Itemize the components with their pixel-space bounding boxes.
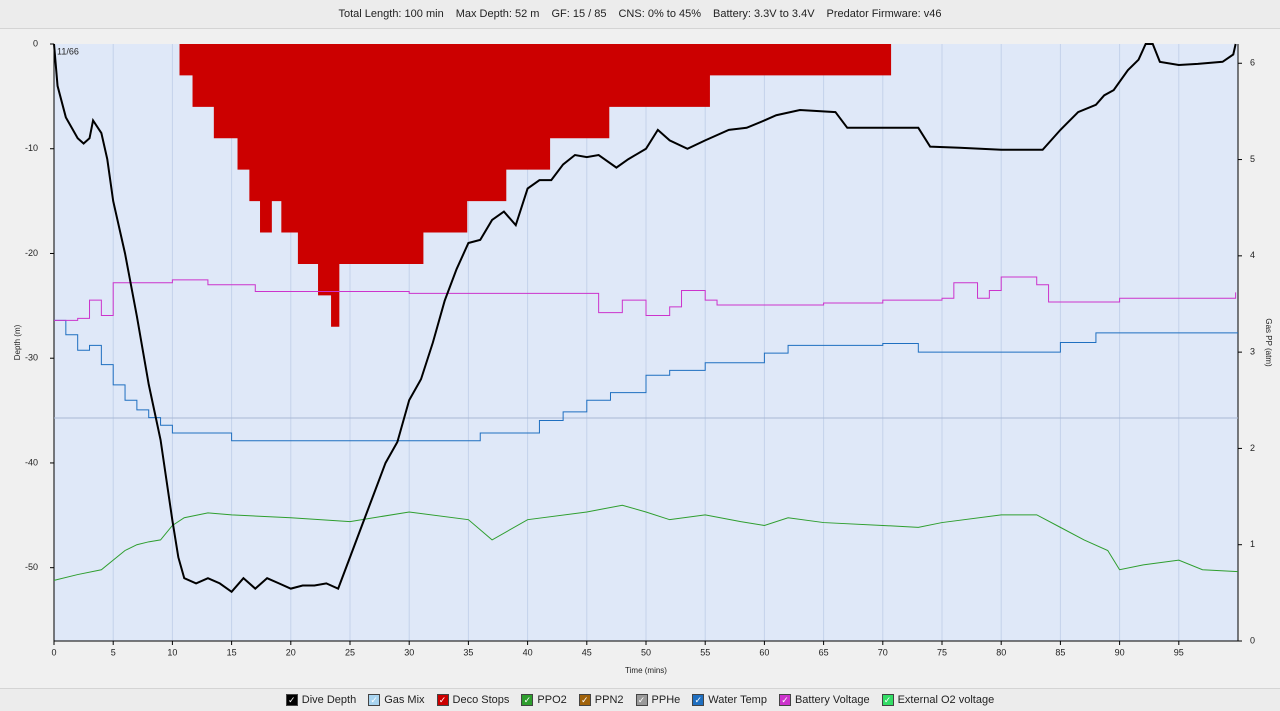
y2-tick-label: 2 <box>1250 443 1255 453</box>
header-stat: CNS: 0% to 45% <box>618 8 702 20</box>
x-tick-label: 60 <box>759 647 769 657</box>
legend-label: External O2 voltage <box>897 694 995 706</box>
x-tick-label: 10 <box>167 647 177 657</box>
x-tick-label: 75 <box>937 647 947 657</box>
series-line <box>53 43 1237 594</box>
x-tick-label: 65 <box>819 647 829 657</box>
legend-item[interactable]: ✓ PPO2 <box>521 694 567 706</box>
legend-label: Gas Mix <box>384 694 425 706</box>
legend-checkbox[interactable]: ✓ <box>692 694 705 706</box>
legend-checkbox[interactable]: ✓ <box>285 694 298 706</box>
x-tick-label: 40 <box>523 647 533 657</box>
legend-label: Water Temp <box>708 694 767 706</box>
y-tick-label: -20 <box>25 248 38 258</box>
legend-checkbox[interactable]: ✓ <box>635 694 648 706</box>
x-tick-label: 85 <box>1055 647 1065 657</box>
header: Total Length: 100 min Max Depth: 52 m GF: … <box>0 0 1280 29</box>
legend-item[interactable]: ✓ External O2 voltage <box>881 694 995 706</box>
legend-checkbox[interactable]: ✓ <box>778 694 791 706</box>
legend-item[interactable]: ✓ Dive Depth <box>285 694 357 706</box>
legend-item[interactable]: ✓ Gas Mix <box>368 694 425 706</box>
y-axis-title: Depth (m) <box>13 324 22 360</box>
y2-tick-label: 0 <box>1250 635 1255 645</box>
y2-tick-label: 1 <box>1250 539 1255 549</box>
y-tick-label: -50 <box>25 562 38 572</box>
x-tick-label: 45 <box>582 647 592 657</box>
legend-item[interactable]: ✓ PPHe <box>635 694 681 706</box>
series-line <box>53 504 1239 581</box>
legend-checkbox[interactable]: ✓ <box>368 694 381 706</box>
header-stat: Total Length: 100 min <box>338 8 444 20</box>
x-tick-label: 70 <box>878 647 888 657</box>
x-tick-label: 55 <box>700 647 710 657</box>
legend-item[interactable]: ✓ Battery Voltage <box>778 694 870 706</box>
header-stat: GF: 15 / 85 <box>551 8 607 20</box>
legend-item[interactable]: ✓ Deco Stops <box>436 694 510 706</box>
y2-axis-title: Gas PP (atm) <box>1264 318 1273 367</box>
x-tick-label: 5 <box>111 647 116 657</box>
chart: 0 5 10 15 20 25 30 35 40 45 50 55 60 65 70 75 80 85 90 950-… <box>13 38 1273 675</box>
legend-label: Deco Stops <box>452 694 510 706</box>
legend-checkbox[interactable]: ✓ <box>436 694 449 706</box>
header-stat: Battery: 3.3V to 3.4V <box>713 8 815 20</box>
y2-tick-label: 5 <box>1250 154 1255 164</box>
x-tick-label: 15 <box>227 647 237 657</box>
x-axis-title: Time (mins) <box>625 666 667 675</box>
x-tick-label: 30 <box>404 647 414 657</box>
x-tick-label: 90 <box>1115 647 1125 657</box>
legend-label: Battery Voltage <box>794 694 870 706</box>
legend-label: Dive Depth <box>301 694 357 706</box>
y2-tick-label: 6 <box>1250 58 1255 68</box>
x-tick-label: 50 <box>641 647 651 657</box>
x-tick-label: 95 <box>1174 647 1184 657</box>
legend-label: PPN2 <box>594 694 624 706</box>
legend-checkbox[interactable]: ✓ <box>521 694 534 706</box>
legend: ✓ Dive Depth ✓ Gas Mix ✓ Deco Stops ✓ PPO2 ✓ PPN2… <box>0 688 1280 711</box>
y-tick-label: -10 <box>25 143 38 153</box>
deco-area <box>179 44 892 327</box>
y-tick-label: -30 <box>25 353 38 363</box>
series-line <box>54 319 1238 442</box>
y-tick-label: 0 <box>33 38 38 48</box>
legend-label: PPO2 <box>537 694 567 706</box>
y-tick-label: -40 <box>25 457 38 467</box>
y2-tick-label: 3 <box>1250 347 1255 357</box>
header-stat: Predator Firmware: v46 <box>826 8 942 20</box>
legend-item[interactable]: ✓ PPN2 <box>578 694 624 706</box>
x-tick-label: 35 <box>463 647 473 657</box>
x-tick-label: 80 <box>996 647 1006 657</box>
x-tick-label: 0 <box>51 647 56 657</box>
series-line <box>54 276 1237 321</box>
legend-checkbox[interactable]: ✓ <box>881 694 894 706</box>
header-stat: Max Depth: 52 m <box>455 8 540 20</box>
x-tick-label: 20 <box>286 647 296 657</box>
y2-tick-label: 4 <box>1250 250 1255 260</box>
legend-label: PPHe <box>651 694 681 706</box>
x-tick-label: 25 <box>345 647 355 657</box>
legend-checkbox[interactable]: ✓ <box>578 694 591 706</box>
annotation: 11/66 <box>57 46 79 56</box>
legend-item[interactable]: ✓ Water Temp <box>692 694 767 706</box>
